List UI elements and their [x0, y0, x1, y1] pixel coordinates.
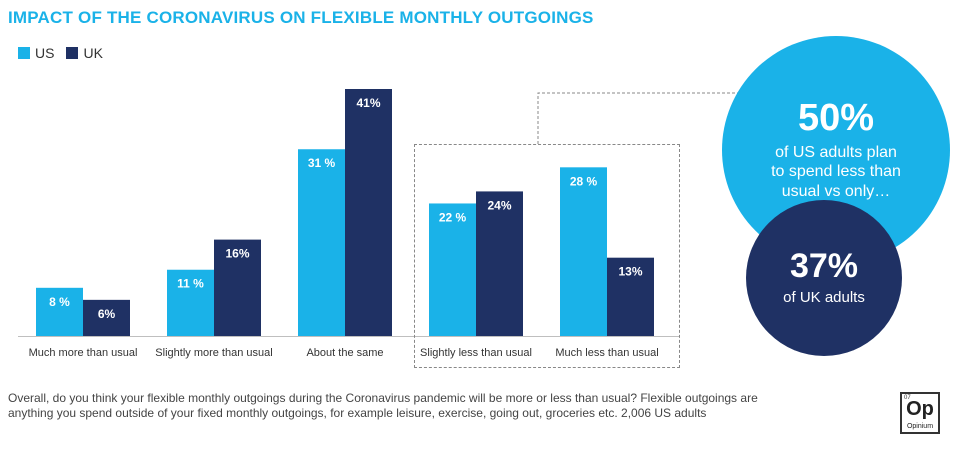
category-label: Much more than usual	[29, 347, 138, 359]
category-label: Slightly more than usual	[155, 347, 272, 359]
footnote: Overall, do you think your flexible mont…	[8, 391, 768, 421]
data-label-uk: 41%	[356, 96, 380, 110]
category-label: About the same	[306, 347, 383, 359]
data-label-uk: 6%	[98, 307, 116, 321]
us-callout-line: usual vs only…	[781, 182, 891, 200]
data-label-us: 11 %	[177, 277, 204, 291]
chart-title: IMPACT OF THE CORONAVIRUS ON FLEXIBLE MO…	[8, 8, 594, 27]
bar-uk	[607, 257, 654, 336]
legend-swatch-us	[18, 47, 30, 59]
category-label: Much less than usual	[555, 347, 658, 359]
uk-callout-text: of UK adults	[783, 289, 865, 306]
bar-us	[167, 269, 214, 336]
category-label: Slightly less than usual	[420, 347, 532, 359]
bar-us	[36, 287, 83, 336]
us-callout-value: 50%	[797, 97, 875, 140]
data-label-uk: 16%	[225, 247, 249, 261]
footnote-line: anything you spend outside of your fixed…	[8, 406, 707, 420]
legend: US UK	[18, 45, 115, 61]
legend-swatch-uk	[66, 47, 79, 59]
us-callout-text: of US adults plan to spend less than usu…	[771, 143, 901, 201]
footnote-line: Overall, do you think your flexible mont…	[8, 391, 758, 405]
data-label-uk: 24%	[487, 198, 511, 212]
opinium-logo: 07 Op Opinium	[900, 392, 940, 434]
bar-us	[298, 149, 345, 336]
data-label-us: 8 %	[49, 295, 70, 309]
bar-uk	[214, 239, 261, 336]
uk-callout-value: 37%	[789, 247, 859, 285]
legend-item-uk: UK	[66, 45, 103, 61]
bar-uk	[83, 299, 130, 336]
uk-callout-circle: 37% of UK adults	[746, 200, 902, 356]
legend-label-us: US	[35, 45, 55, 61]
data-label-uk: 13%	[618, 265, 642, 279]
bar-us	[429, 203, 476, 336]
logo-mark: Op	[906, 398, 934, 420]
logo-number: 07	[904, 395, 911, 401]
data-label-us: 31 %	[308, 156, 336, 170]
data-label-us: 22 %	[439, 210, 467, 224]
logo-name: Opinium	[906, 423, 934, 430]
us-callout-line: to spend less than	[771, 163, 901, 181]
bar-uk	[476, 191, 523, 336]
callout-connector	[537, 92, 738, 144]
bar-us	[560, 167, 607, 336]
highlight-box	[414, 144, 680, 368]
bar-uk	[345, 89, 392, 336]
legend-item-us: US	[18, 45, 54, 61]
us-callout-line: of US adults plan	[775, 144, 897, 162]
legend-label-uk: UK	[83, 45, 103, 61]
data-label-us: 28 %	[570, 174, 598, 188]
